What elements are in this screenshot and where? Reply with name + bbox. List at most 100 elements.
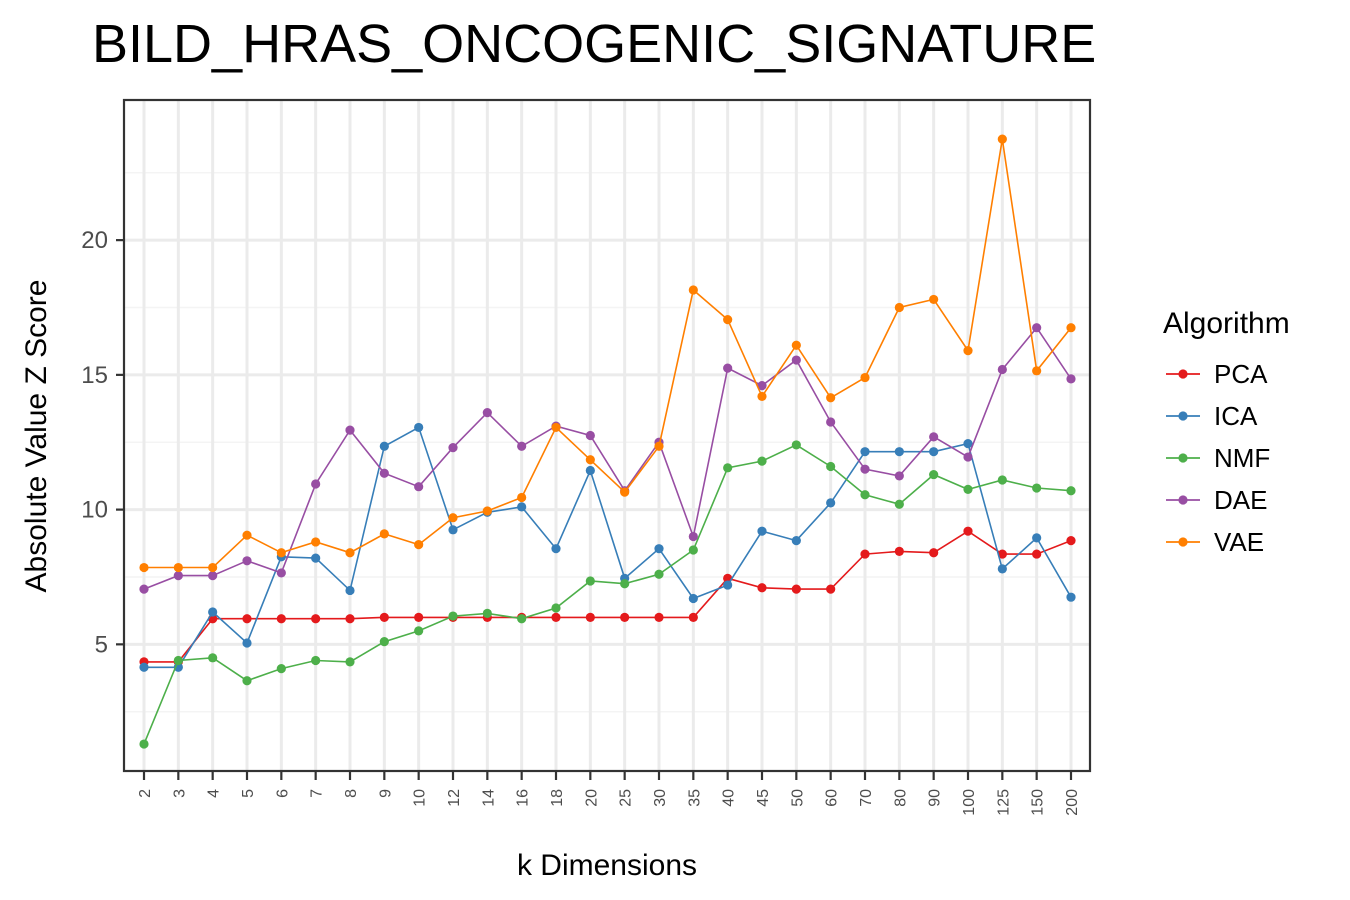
data-point-ica	[1066, 592, 1076, 602]
data-point-nmf	[551, 603, 561, 613]
x-tick-label: 6	[274, 789, 291, 798]
data-point-vae	[723, 315, 733, 325]
data-point-ica	[757, 526, 767, 536]
data-point-nmf	[242, 676, 252, 686]
data-point-pca	[654, 612, 664, 622]
data-point-vae	[139, 562, 149, 573]
data-point-vae	[894, 302, 904, 313]
data-point-vae	[654, 441, 664, 451]
data-point-ica	[345, 585, 355, 596]
data-point-ica	[929, 447, 939, 457]
x-tick-label: 10	[412, 789, 429, 807]
x-tick-label: 45	[755, 789, 772, 807]
data-point-nmf	[997, 475, 1007, 485]
data-point-vae	[585, 455, 595, 465]
x-tick-label: 80	[892, 789, 909, 807]
data-point-nmf	[345, 657, 355, 667]
legend-label: PCA	[1214, 359, 1268, 389]
data-point-ica	[448, 525, 458, 535]
data-point-dae	[173, 571, 183, 581]
data-point-nmf	[414, 626, 424, 636]
y-tick-label: 15	[81, 362, 108, 389]
data-point-vae	[997, 134, 1007, 144]
data-point-nmf	[448, 611, 458, 621]
legend-item-dae: DAE	[1166, 485, 1267, 515]
data-point-vae	[791, 340, 801, 350]
legend: Algorithm PCA ICA NMF DAE VAE	[1163, 307, 1290, 557]
x-tick-label: 200	[1064, 789, 1081, 816]
data-point-vae	[482, 506, 492, 516]
data-point-vae	[860, 372, 870, 383]
data-point-ica	[894, 447, 904, 457]
y-tick-label: 10	[81, 497, 108, 524]
data-point-vae	[688, 285, 698, 295]
data-point-ica	[826, 498, 836, 508]
data-point-ica	[997, 564, 1007, 574]
data-point-nmf	[860, 490, 870, 500]
x-tick-label: 20	[583, 789, 600, 807]
data-point-nmf	[894, 499, 904, 509]
data-point-nmf	[620, 579, 630, 589]
legend-label: NMF	[1214, 443, 1270, 473]
x-tick-label: 9	[377, 789, 394, 798]
legend-key-point	[1178, 453, 1188, 463]
data-point-ica	[1032, 533, 1042, 543]
data-point-dae	[757, 381, 767, 391]
data-point-ica	[688, 593, 698, 604]
data-point-nmf	[791, 440, 801, 450]
data-point-pca	[379, 612, 389, 622]
data-point-nmf	[1032, 483, 1042, 493]
data-point-vae	[242, 530, 252, 540]
y-axis-title: Absolute Value Z Score	[20, 280, 53, 593]
y-tick-label: 5	[95, 631, 108, 658]
data-point-dae	[345, 425, 355, 435]
x-tick-label: 12	[446, 789, 463, 807]
data-point-ica	[860, 447, 870, 457]
x-tick-label: 100	[961, 789, 978, 816]
data-point-pca	[1066, 535, 1076, 546]
data-point-ica	[723, 580, 733, 590]
data-point-dae	[860, 464, 870, 474]
x-tick-label: 60	[824, 789, 841, 807]
data-point-dae	[139, 584, 149, 594]
data-point-pca	[242, 614, 252, 624]
legend-label: DAE	[1214, 485, 1267, 515]
data-point-pca	[1032, 549, 1042, 559]
data-point-vae	[173, 562, 183, 573]
x-tick-label: 35	[686, 789, 703, 807]
data-point-pca	[276, 614, 286, 624]
data-point-vae	[620, 487, 630, 497]
data-point-pca	[620, 612, 630, 622]
x-axis: 2 3 4 5 6 7 8 9 10 12 14 16 18 20 25 30 35 40 45 50 60 70 80 90…	[137, 771, 1081, 816]
data-point-pca	[963, 526, 973, 536]
data-point-dae	[242, 556, 252, 566]
legend-label: VAE	[1214, 527, 1264, 557]
data-point-pca	[894, 546, 904, 556]
data-point-dae	[311, 479, 321, 489]
data-point-nmf	[139, 739, 149, 749]
data-point-nmf	[276, 663, 286, 674]
data-point-dae	[379, 468, 389, 478]
data-point-vae	[311, 537, 321, 547]
data-point-pca	[826, 584, 836, 594]
series-vae	[139, 134, 1076, 573]
data-point-vae	[757, 391, 767, 402]
x-tick-label: 125	[995, 789, 1012, 816]
data-point-nmf	[826, 461, 836, 472]
data-point-dae	[276, 568, 286, 578]
series-ica	[139, 422, 1076, 672]
data-point-pca	[688, 612, 698, 622]
legend-key-point	[1178, 495, 1188, 505]
legend-item-ica: ICA	[1166, 401, 1258, 431]
legend-item-vae: VAE	[1166, 527, 1264, 557]
data-point-ica	[551, 544, 561, 554]
data-point-ica	[654, 544, 664, 554]
series-line-pca	[144, 530, 1072, 663]
data-point-dae	[448, 443, 458, 453]
chart-title: BILD_HRAS_ONCOGENIC_SIGNATURE	[92, 14, 1096, 74]
data-point-nmf	[1066, 486, 1076, 496]
data-point-ica	[242, 638, 252, 648]
x-tick-label: 4	[206, 789, 223, 798]
data-point-nmf	[208, 653, 218, 663]
data-point-vae	[208, 562, 218, 573]
